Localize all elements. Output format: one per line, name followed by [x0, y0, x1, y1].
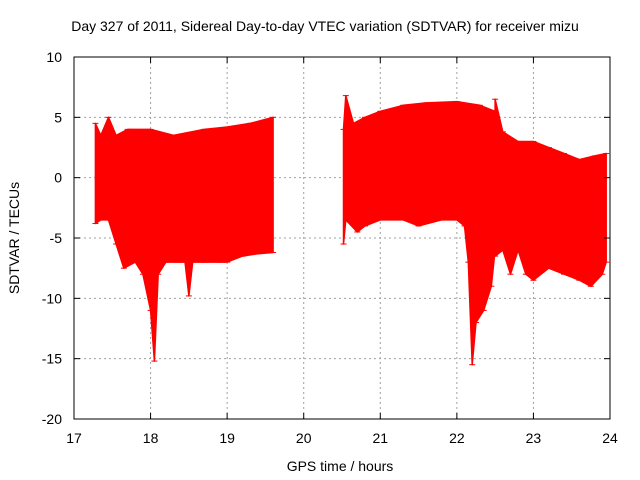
x-tick-label: 19 [219, 430, 235, 446]
x-tick-label: 21 [372, 430, 388, 446]
x-axis-ticks: 17 18 19 20 21 22 23 24 [66, 57, 618, 446]
y-axis-label: SDTVAR / TECUs [6, 182, 22, 294]
y-tick-label: -15 [42, 351, 62, 367]
y-tick-label: -5 [50, 230, 63, 246]
x-tick-label: 22 [449, 430, 465, 446]
y-tick-label: 0 [54, 170, 62, 186]
x-tick-label: 20 [296, 430, 312, 446]
data-series [92, 94, 610, 366]
x-tick-label: 17 [66, 430, 82, 446]
y-tick-label: -10 [42, 290, 62, 306]
x-tick-label: 24 [602, 430, 618, 446]
y-tick-label: -20 [42, 411, 62, 427]
x-axis-label: GPS time / hours [287, 458, 394, 474]
x-tick-label: 23 [526, 430, 542, 446]
chart-title: Day 327 of 2011, Sidereal Day-to-day VTE… [71, 18, 579, 34]
series-band-3 [494, 98, 607, 288]
y-tick-label: 5 [54, 109, 62, 125]
x-tick-label: 18 [143, 430, 159, 446]
series-band-1 [94, 116, 274, 362]
y-tick-label: 10 [46, 49, 62, 65]
series-band-2 [342, 94, 496, 366]
y-axis-ticks: -20 -15 -10 -5 0 5 10 [42, 49, 610, 427]
